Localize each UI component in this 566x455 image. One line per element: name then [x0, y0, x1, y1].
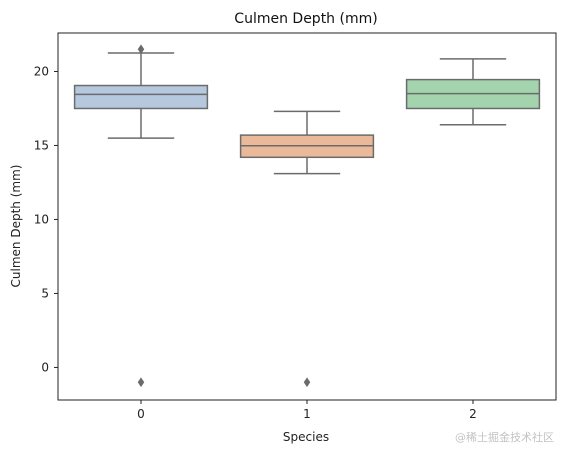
y-tick-label: 0 — [41, 360, 49, 374]
box-outlier-point — [303, 377, 311, 388]
x-tick-label: 2 — [469, 407, 477, 421]
y-tick-label: 5 — [41, 286, 49, 300]
box-outlier-point — [137, 44, 145, 55]
x-tick-label: 0 — [137, 407, 145, 421]
plot-frame — [57, 32, 557, 401]
x-axis-label: Species — [283, 430, 329, 444]
y-axis-label: Culmen Depth (mm) — [9, 165, 23, 288]
x-tick-label: 1 — [303, 407, 311, 421]
y-tick-label: 10 — [34, 212, 49, 226]
box-body — [73, 84, 209, 110]
box-outlier-point — [137, 377, 145, 388]
watermark: @稀土掘金技术社区 — [455, 431, 554, 444]
chart-title: Culmen Depth (mm) — [234, 11, 377, 27]
y-tick-label: 15 — [34, 138, 49, 152]
y-tick-label: 20 — [34, 64, 49, 78]
